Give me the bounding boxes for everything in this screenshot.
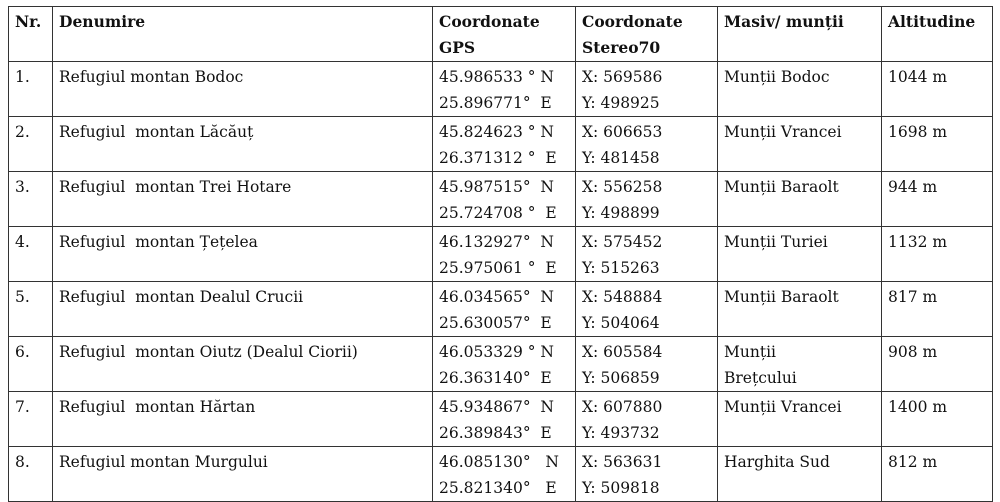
cell-nr: 6.	[8, 336, 53, 392]
cell-gps: 45.934867° N 26.389843° E	[432, 391, 576, 447]
stereo-y: Y: 498899	[582, 204, 660, 222]
cell-name: Refugiul montan Dealul Crucii	[52, 281, 433, 337]
cell-massif: Munții Bodoc	[717, 61, 882, 117]
gps-east: 25.630057° E	[439, 314, 552, 332]
cell-name: Refugiul montan Hărtan	[52, 391, 433, 447]
gps-north: 46.132927° N	[439, 233, 554, 251]
gps-east: 26.363140° E	[439, 369, 552, 387]
gps-east: 25.896771° E	[439, 94, 552, 112]
cell-stereo70: X: 556258 Y: 498899	[575, 171, 718, 227]
cell-gps: 45.986533 ° N 25.896771° E	[432, 61, 576, 117]
cell-nr: 8.	[8, 446, 53, 502]
cell-massif: Munții Vrancei	[717, 391, 882, 447]
header-altitude: Altitudine	[881, 6, 993, 62]
table-row: 2. Refugiul montan Lăcăuț 45.824623 ° N 2…	[8, 116, 993, 172]
stereo-y: Y: 506859	[582, 369, 660, 387]
cell-massif: Munții Brețcului	[717, 336, 882, 392]
cell-massif: Munții Baraolt	[717, 281, 882, 337]
gps-east: 26.371312 ° E	[439, 149, 557, 167]
cell-stereo70: X: 548884 Y: 504064	[575, 281, 718, 337]
table-row: 6. Refugiul montan Oiutz (Dealul Ciorii)…	[8, 336, 993, 392]
cell-nr: 4.	[8, 226, 53, 282]
stereo-x: X: 563631	[582, 453, 663, 471]
table-row: 8. Refugiul montan Murgului 46.085130° N…	[8, 446, 993, 502]
table-row: 4. Refugiul montan Țețelea 46.132927° N 2…	[8, 226, 993, 282]
cell-massif: Munții Vrancei	[717, 116, 882, 172]
cell-stereo70: X: 569586 Y: 498925	[575, 61, 718, 117]
stereo-y: Y: 504064	[582, 314, 660, 332]
stereo-y: Y: 481458	[582, 149, 660, 167]
stereo-x: X: 606653	[582, 123, 663, 141]
cell-gps: 46.085130° N 25.821340° E	[432, 446, 576, 502]
header-gps: Coordonate GPS	[432, 6, 576, 62]
gps-east: 25.724708 ° E	[439, 204, 557, 222]
header-name: Denumire	[52, 6, 433, 62]
stereo-x: X: 575452	[582, 233, 663, 251]
gps-north: 45.987515° N	[439, 178, 554, 196]
cell-stereo70: X: 575452 Y: 515263	[575, 226, 718, 282]
table-row: 5. Refugiul montan Dealul Crucii 46.0345…	[8, 281, 993, 337]
stereo-x: X: 548884	[582, 288, 663, 306]
stereo-x: X: 607880	[582, 398, 663, 416]
cell-name: Refugiul montan Murgului	[52, 446, 433, 502]
gps-north: 46.085130° N	[439, 453, 559, 471]
cell-name: Refugiul montan Lăcăuț	[52, 116, 433, 172]
cell-nr: 5.	[8, 281, 53, 337]
cell-gps: 45.987515° N 25.724708 ° E	[432, 171, 576, 227]
cell-altitude: 1400 m	[881, 391, 993, 447]
cell-nr: 1.	[8, 61, 53, 117]
gps-east: 26.389843° E	[439, 424, 552, 442]
header-row: Nr. Denumire Coordonate GPS Coordonate S…	[8, 6, 993, 62]
stereo-x: X: 556258	[582, 178, 663, 196]
header-stereo70: Coordonate Stereo70	[575, 6, 718, 62]
cell-name: Refugiul montan Țețelea	[52, 226, 433, 282]
cell-stereo70: X: 607880 Y: 493732	[575, 391, 718, 447]
gps-north: 45.824623 ° N	[439, 123, 554, 141]
stereo-x: X: 569586	[582, 68, 663, 86]
cell-name: Refugiul montan Trei Hotare	[52, 171, 433, 227]
cell-stereo70: X: 606653 Y: 481458	[575, 116, 718, 172]
stereo-y: Y: 509818	[582, 479, 660, 497]
table-row: 3. Refugiul montan Trei Hotare 45.987515…	[8, 171, 993, 227]
cell-gps: 45.824623 ° N 26.371312 ° E	[432, 116, 576, 172]
refuges-table: Nr. Denumire Coordonate GPS Coordonate S…	[8, 6, 993, 502]
header-nr: Nr.	[8, 6, 53, 62]
cell-massif: Harghita Sud	[717, 446, 882, 502]
cell-stereo70: X: 605584 Y: 506859	[575, 336, 718, 392]
cell-stereo70: X: 563631 Y: 509818	[575, 446, 718, 502]
cell-gps: 46.034565° N 25.630057° E	[432, 281, 576, 337]
table-row: 1. Refugiul montan Bodoc 45.986533 ° N 25…	[8, 61, 993, 117]
cell-altitude: 944 m	[881, 171, 993, 227]
stereo-x: X: 605584	[582, 343, 663, 361]
cell-massif: Munții Turiei	[717, 226, 882, 282]
cell-nr: 2.	[8, 116, 53, 172]
cell-nr: 3.	[8, 171, 53, 227]
cell-nr: 7.	[8, 391, 53, 447]
gps-north: 45.934867° N	[439, 398, 554, 416]
cell-altitude: 1698 m	[881, 116, 993, 172]
gps-east: 25.975061 ° E	[439, 259, 557, 277]
header-massif: Masiv/ munții	[717, 6, 882, 62]
stereo-y: Y: 515263	[582, 259, 660, 277]
stereo-y: Y: 493732	[582, 424, 660, 442]
table-row: 7. Refugiul montan Hărtan 45.934867° N 26…	[8, 391, 993, 447]
cell-altitude: 1044 m	[881, 61, 993, 117]
gps-north: 45.986533 ° N	[439, 68, 554, 86]
cell-altitude: 1132 m	[881, 226, 993, 282]
gps-east: 25.821340° E	[439, 479, 557, 497]
gps-north: 46.034565° N	[439, 288, 554, 306]
cell-altitude: 812 m	[881, 446, 993, 502]
cell-name: Refugiul montan Oiutz (Dealul Ciorii)	[52, 336, 433, 392]
gps-north: 46.053329 ° N	[439, 343, 554, 361]
cell-gps: 46.053329 ° N 26.363140° E	[432, 336, 576, 392]
cell-gps: 46.132927° N 25.975061 ° E	[432, 226, 576, 282]
cell-altitude: 817 m	[881, 281, 993, 337]
stereo-y: Y: 498925	[582, 94, 660, 112]
cell-massif: Munții Baraolt	[717, 171, 882, 227]
cell-altitude: 908 m	[881, 336, 993, 392]
cell-name: Refugiul montan Bodoc	[52, 61, 433, 117]
